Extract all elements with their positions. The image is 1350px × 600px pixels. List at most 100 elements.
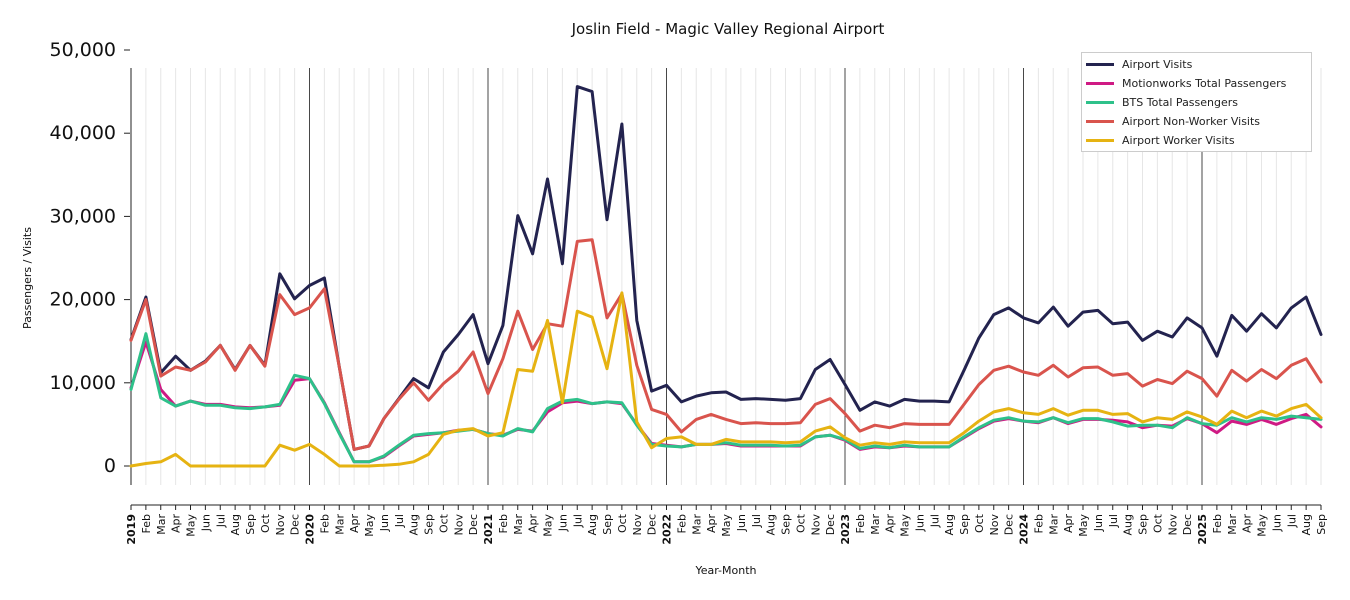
x-tick-label: May	[542, 514, 555, 537]
x-tick-label: Aug	[408, 514, 421, 535]
legend-label: Airport Visits	[1122, 57, 1193, 71]
x-tick-label: Feb	[1032, 514, 1045, 533]
legend-item: BTS Total Passengers	[1086, 93, 1238, 111]
legend-item: Airport Non-Worker Visits	[1086, 112, 1260, 130]
x-tick-label: 2025	[1196, 514, 1209, 545]
x-tick-label: Jun	[1092, 514, 1105, 532]
x-tick-label: Jun	[199, 514, 212, 532]
x-tick-label: Aug	[586, 514, 599, 535]
x-tick-label: Aug	[229, 514, 242, 535]
x-tick-label: Oct	[1151, 513, 1164, 533]
legend-item: Airport Worker Visits	[1086, 131, 1235, 149]
x-tick-label: 2019	[125, 514, 138, 545]
x-tick-label: Sep	[601, 514, 614, 535]
x-tick-label: Apr	[527, 514, 540, 534]
y-tick-label: 50,000	[50, 39, 116, 61]
series-line	[129, 238, 1323, 451]
x-tick-label: Nov	[809, 514, 822, 536]
x-tick-label: Sep	[780, 514, 793, 535]
x-tick-label: Sep	[1315, 514, 1328, 535]
x-axis-label: Year-Month	[694, 564, 756, 577]
legend-label: BTS Total Passengers	[1122, 95, 1239, 109]
x-tick-label: Sep	[958, 514, 971, 535]
x-tick-label: Apr	[884, 514, 897, 534]
x-tick-label: Sep	[423, 514, 436, 535]
x-tick-label: Nov	[274, 514, 287, 536]
y-tick-label: 40,000	[50, 122, 116, 144]
x-tick-label: Jun	[735, 514, 748, 532]
x-tick-label: Oct	[616, 513, 629, 533]
x-tick-label: Aug	[943, 514, 956, 535]
x-tick-label: Feb	[1211, 514, 1224, 533]
x-tick-label: Oct	[973, 513, 986, 533]
x-tick-label: Dec	[824, 514, 837, 535]
x-tick-label: Mar	[155, 514, 168, 535]
x-tick-label: Jun	[913, 514, 926, 532]
x-tick-label: Feb	[497, 514, 510, 533]
x-tick-label: 2024	[1018, 514, 1031, 545]
x-tick-label: Nov	[1166, 514, 1179, 536]
legend-swatch	[1086, 119, 1114, 123]
x-tick-label: Mar	[1047, 514, 1060, 535]
y-tick-label: 0	[104, 455, 116, 477]
x-tick-label: May	[363, 514, 376, 537]
legend-swatch	[1086, 138, 1114, 142]
chart-title: Joslin Field - Magic Valley Regional Air…	[571, 20, 885, 38]
y-tick-label: 10,000	[50, 372, 116, 394]
x-tick-label: Mar	[869, 514, 882, 535]
x-tick-label: 2022	[661, 514, 674, 545]
x-tick-label: Jul	[571, 514, 584, 528]
legend-label: Motionworks Total Passengers	[1122, 76, 1287, 90]
x-tick-label: Jun	[378, 514, 391, 532]
x-tick-label: Apr	[1062, 514, 1075, 534]
x-tick-label: Aug	[1300, 514, 1313, 535]
legend-swatch	[1086, 100, 1114, 104]
x-axis: 2019 Feb Mar Apr May Jun Jul Aug Sep Oct Nov Dec 202…	[125, 504, 1328, 545]
x-tick-label: Jul	[214, 514, 227, 528]
series-line	[129, 332, 1323, 464]
x-tick-label: Dec	[289, 514, 302, 535]
x-tick-label: May	[899, 514, 912, 537]
x-tick-label: Feb	[318, 514, 331, 533]
x-tick-label: Dec	[467, 514, 480, 535]
x-tick-label: Oct	[437, 513, 450, 533]
x-tick-label: Dec	[1003, 514, 1016, 535]
x-tick-label: 2023	[839, 514, 852, 545]
x-tick-label: Nov	[452, 514, 465, 536]
x-tick-label: Feb	[140, 514, 153, 533]
x-tick-label: Mar	[1226, 514, 1239, 535]
x-tick-label: Apr	[1241, 514, 1254, 534]
y-tick-label: 30,000	[50, 205, 116, 227]
x-tick-label: Sep	[244, 514, 257, 535]
legend-label: Airport Worker Visits	[1122, 133, 1235, 147]
x-tick-label: Oct	[794, 513, 807, 533]
x-tick-label: May	[1077, 514, 1090, 537]
legend: Airport Visits Motionworks Total Passeng…	[1081, 52, 1312, 152]
x-tick-label: Dec	[1181, 514, 1194, 535]
legend-item: Motionworks Total Passengers	[1086, 74, 1286, 92]
legend-swatch	[1086, 81, 1114, 85]
legend-item: Airport Visits	[1086, 55, 1192, 73]
legend-label: Airport Non-Worker Visits	[1122, 114, 1261, 128]
y-tick-label: 20,000	[50, 289, 116, 311]
x-tick-label: Feb	[854, 514, 867, 533]
x-tick-label: Aug	[765, 514, 778, 535]
x-tick-label: Apr	[705, 514, 718, 534]
series-line	[129, 291, 1323, 468]
x-tick-label: Dec	[646, 514, 659, 535]
x-tick-label: Mar	[333, 514, 346, 535]
x-tick-label: 2020	[304, 514, 317, 545]
y-axis-label: Passengers / Visits	[21, 227, 34, 329]
x-tick-label: 2021	[482, 514, 495, 545]
series-lines	[129, 85, 1323, 468]
x-tick-label: Jul	[393, 514, 406, 528]
x-tick-label: Jun	[1270, 514, 1283, 532]
x-tick-label: May	[185, 514, 198, 537]
x-tick-label: Sep	[1137, 514, 1150, 535]
x-tick-label: Aug	[1122, 514, 1135, 535]
x-tick-label: Feb	[675, 514, 688, 533]
x-tick-label: Oct	[259, 513, 272, 533]
x-tick-label: Jul	[750, 514, 763, 528]
x-tick-label: Jul	[928, 514, 941, 528]
